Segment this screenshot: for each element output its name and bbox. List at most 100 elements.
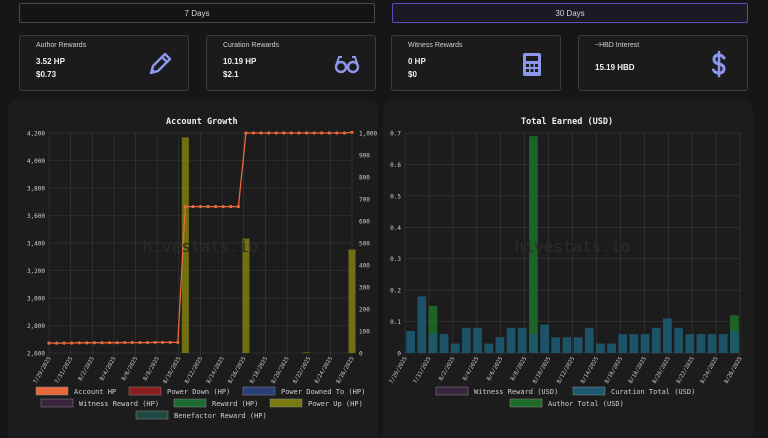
- account-hp-point: [206, 204, 210, 209]
- curation-total-bar: [562, 337, 572, 353]
- account-hp-point: [161, 340, 165, 345]
- account-hp-point: [62, 341, 66, 345]
- y-tick-label: 0.3: [390, 256, 401, 263]
- account-growth-title: Account Growth: [166, 117, 238, 127]
- curation-total-bar: [629, 334, 639, 353]
- y-left-tick-label: 3,400: [27, 241, 45, 248]
- legend-label: Account HP: [74, 388, 116, 396]
- curation-total-bar: [596, 343, 605, 353]
- legend-label: Author Total (USD): [548, 400, 624, 408]
- y-left-tick-label: 4,000: [27, 158, 45, 165]
- curation-total-bar: [640, 334, 650, 353]
- tab-30-days[interactable]: 30 Days: [392, 3, 748, 23]
- pencil-icon: [149, 52, 172, 75]
- account-hp-point: [312, 131, 316, 135]
- legend-label: Curation Total (USD): [611, 388, 695, 396]
- curation-total-bar: [529, 334, 538, 353]
- y-right-tick-label: 100: [359, 329, 370, 336]
- y-right-tick-label: 600: [359, 219, 370, 226]
- account-hp-point: [145, 340, 150, 345]
- account-hp-point: [335, 131, 339, 135]
- account-hp-point: [183, 204, 187, 209]
- y-tick-label: 0: [397, 351, 401, 358]
- power-up-bar: [348, 249, 356, 353]
- curation-total-bar: [551, 337, 561, 353]
- legend-swatch: [572, 386, 606, 396]
- watermark: hivestats.io: [143, 237, 259, 256]
- account-hp-point: [100, 341, 104, 345]
- y-left-tick-label: 2,800: [27, 323, 45, 330]
- author-total-bar: [428, 305, 438, 353]
- y-left-tick-label: 3,000: [27, 296, 45, 303]
- legend-swatch: [269, 398, 303, 408]
- x-tick-label: 8/18/2025: [628, 356, 648, 385]
- account-hp-point: [176, 340, 180, 345]
- account-hp-point: [85, 341, 89, 345]
- curation-total-bar: [573, 337, 583, 353]
- x-tick-label: 8/26/2025: [724, 356, 744, 385]
- legend-swatch: [135, 410, 169, 420]
- y-right-tick-label: 400: [359, 263, 370, 270]
- account-hp-point: [297, 131, 301, 135]
- x-tick-label: 8/6/2025: [486, 356, 504, 382]
- y-tick-label: 0.6: [390, 162, 401, 169]
- card-title: ~HBD Interest: [595, 42, 640, 49]
- account-hp-point: [327, 131, 331, 135]
- y-left-tick-label: 3,200: [27, 268, 45, 275]
- x-tick-label: 8/22/2025: [676, 356, 696, 385]
- card-title: Author Rewards: [36, 42, 87, 49]
- account-hp-point: [108, 341, 112, 345]
- curation-total-bar: [484, 343, 494, 353]
- curation-total-bar: [473, 327, 482, 353]
- curation-total-bar: [685, 334, 695, 353]
- card-value-hp: 3.52 HP: [36, 57, 65, 66]
- account-hp-point: [198, 204, 203, 209]
- hbd-interest-card: ~HBD Interest 15.19 HBD: [578, 35, 748, 91]
- curation-total-bar: [439, 334, 449, 353]
- curation-total-bar: [696, 334, 706, 353]
- account-hp-point: [342, 131, 347, 135]
- account-hp-point: [267, 131, 271, 135]
- curation-total-bar: [718, 334, 728, 353]
- legend-label: Reward (HP): [212, 400, 258, 408]
- power-up-bar: [303, 352, 311, 353]
- curation-total-bar: [517, 327, 527, 353]
- calculator-icon: [523, 53, 541, 76]
- y-right-tick-label: 0: [359, 351, 363, 358]
- y-tick-label: 0.1: [390, 319, 401, 326]
- x-tick-label: 7/29/2025: [389, 356, 409, 385]
- x-tick-label: 8/4/2025: [462, 356, 480, 382]
- legend-label: Power Down (HP): [167, 388, 230, 396]
- y-tick-label: 0.7: [390, 131, 401, 138]
- curation-total-bar: [651, 327, 661, 353]
- card-value-usd: $2.1: [223, 70, 239, 79]
- account-hp-point: [251, 131, 256, 135]
- x-tick-label: 8/20/2025: [652, 356, 672, 385]
- curation-total-bar: [663, 318, 672, 353]
- y-left-tick-label: 3,600: [27, 213, 45, 220]
- account-hp-point: [274, 131, 278, 135]
- account-hp-point: [115, 341, 119, 345]
- y-right-tick-label: 800: [359, 175, 370, 182]
- card-value-usd: $0.73: [36, 70, 57, 79]
- author-rewards-card: Author Rewards 3.52 HP $0.73: [19, 35, 189, 91]
- legend-swatch: [173, 398, 207, 408]
- y-left-tick-label: 3,800: [27, 186, 45, 193]
- y-tick-label: 0.2: [390, 288, 401, 295]
- card-title: Curation Rewards: [223, 42, 280, 49]
- account-hp-point: [229, 204, 233, 209]
- y-left-tick-label: 2,600: [27, 351, 45, 358]
- tab-7-days[interactable]: 7 Days: [19, 3, 375, 23]
- y-right-tick-label: 700: [359, 197, 370, 204]
- card-value-hbd: 15.19 HBD: [595, 63, 635, 72]
- account-hp-point: [259, 131, 263, 135]
- total-earned-panel: [383, 100, 753, 438]
- total-earned-title: Total Earned (USD): [521, 117, 614, 127]
- account-hp-point: [221, 204, 225, 209]
- x-tick-label: 8/12/2025: [556, 356, 576, 385]
- y-right-tick-label: 900: [359, 153, 370, 160]
- account-hp-point: [92, 341, 97, 345]
- card-value-hp: 10.19 HP: [223, 57, 257, 66]
- legend-label: Witness Reward (USD): [474, 388, 558, 396]
